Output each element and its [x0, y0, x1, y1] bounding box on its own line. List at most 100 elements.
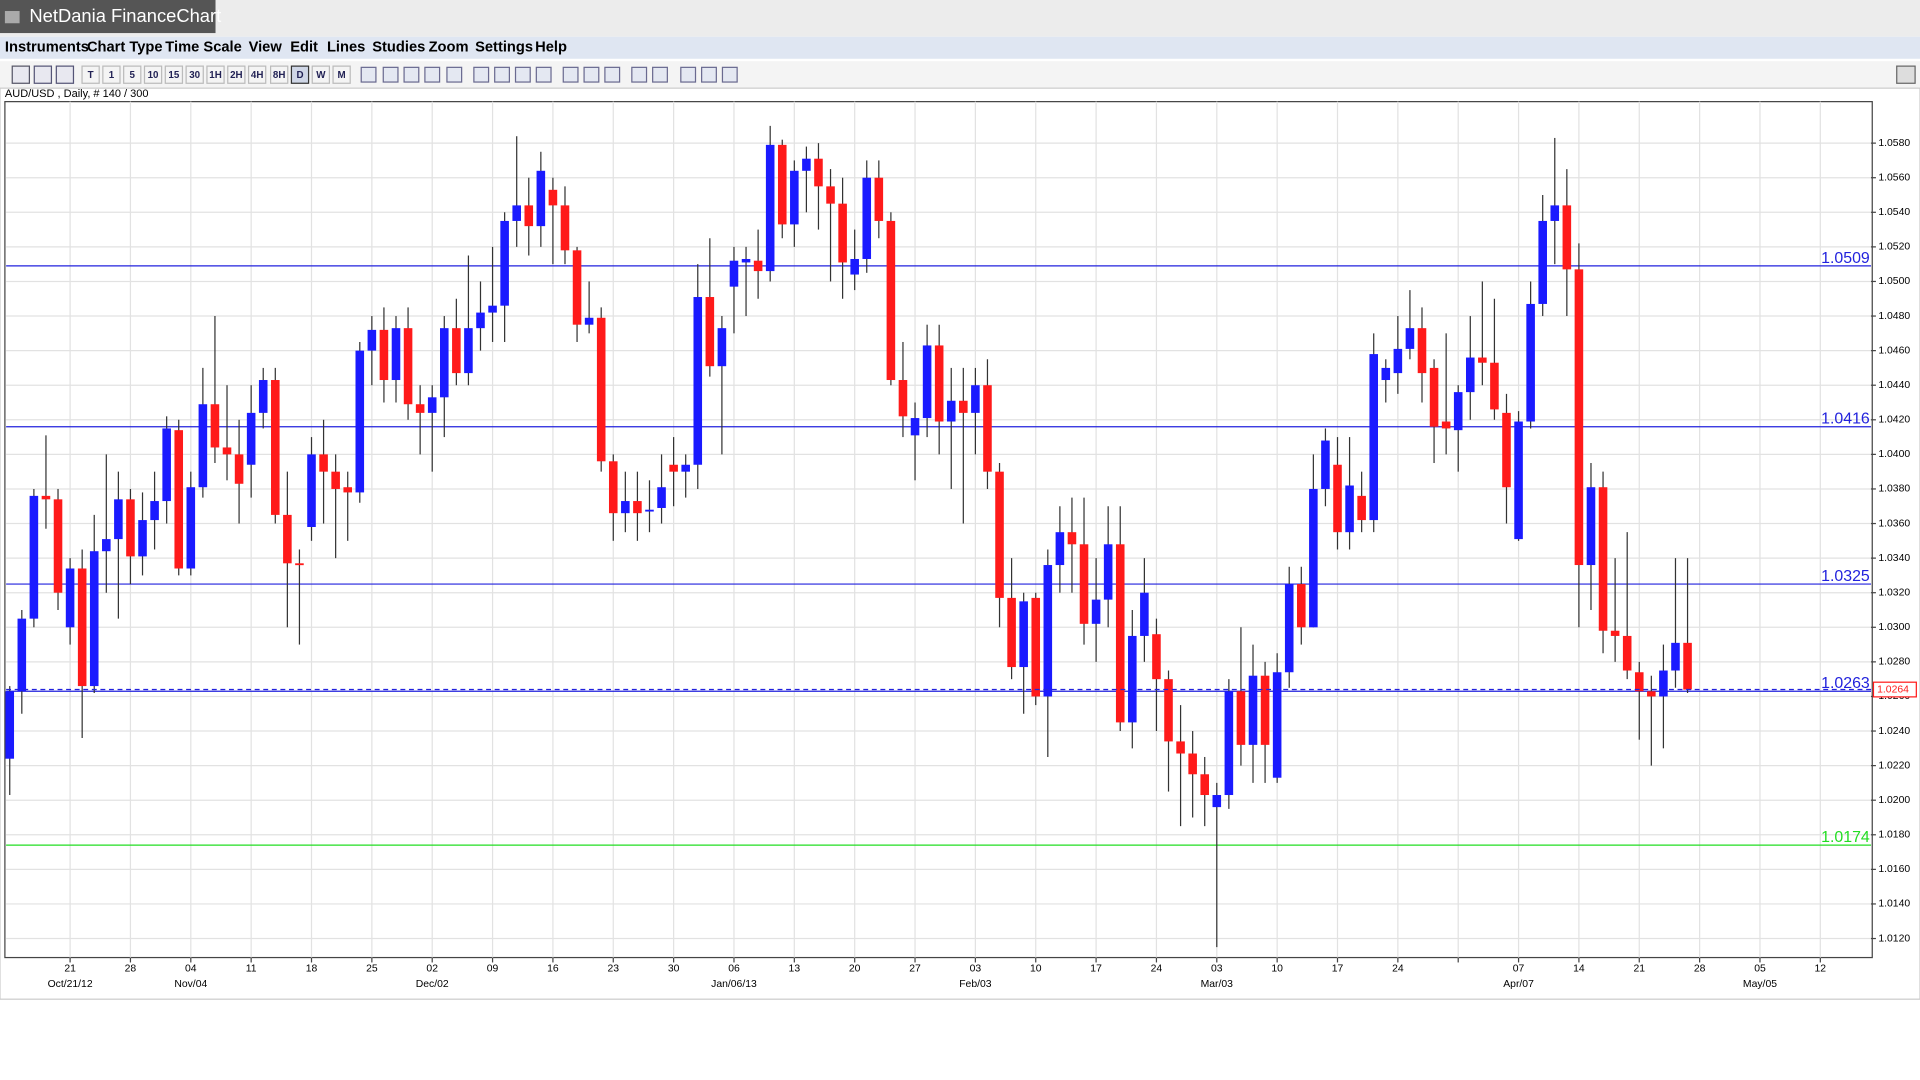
x-major-label: Oct/21/12: [48, 979, 93, 990]
candle-body: [1417, 328, 1427, 374]
tool-icon[interactable]: [701, 66, 717, 83]
menu-item[interactable]: Zoom: [429, 40, 469, 56]
timescale-label[interactable]: 4H: [251, 70, 264, 81]
candle-body: [1357, 495, 1366, 521]
tool-icon[interactable]: [631, 66, 648, 83]
tool-icon[interactable]: [583, 66, 600, 83]
candle-body: [621, 501, 630, 514]
timescale-button[interactable]: [227, 65, 246, 84]
timescale-button[interactable]: [164, 65, 184, 84]
timescale-label[interactable]: 15: [168, 70, 179, 81]
menu-item[interactable]: Help: [535, 40, 567, 56]
candle-body: [41, 495, 51, 500]
timescale-button[interactable]: [123, 65, 142, 84]
timescale-button[interactable]: [81, 65, 100, 84]
menu-item[interactable]: Time Scale: [165, 40, 241, 56]
timescale-button[interactable]: [290, 65, 310, 84]
candle-body: [1260, 675, 1270, 745]
menu-item[interactable]: Studies: [372, 40, 425, 56]
candle-body: [862, 177, 872, 259]
x-tick-label: 18: [306, 963, 318, 974]
candle-body: [1598, 487, 1608, 631]
candle-body: [331, 471, 340, 489]
y-tick-label: 1.0280: [1878, 657, 1910, 668]
candle-body: [355, 350, 365, 493]
timescale-label[interactable]: 2H: [230, 70, 243, 81]
tool-icon[interactable]: [535, 66, 552, 83]
candle-body: [741, 258, 751, 263]
menu-item[interactable]: Edit: [290, 40, 318, 56]
tool-icon[interactable]: [514, 66, 531, 83]
tool-icon[interactable]: [55, 65, 75, 84]
x-tick-label: 17: [1332, 963, 1344, 974]
candle-body: [319, 454, 328, 472]
timescale-button[interactable]: [247, 65, 267, 84]
tool-icon[interactable]: [494, 66, 510, 83]
candle-body: [1453, 392, 1463, 431]
timescale-label[interactable]: 5: [130, 70, 136, 81]
timescale-button[interactable]: [102, 65, 121, 84]
tool-icon[interactable]: [33, 65, 53, 84]
x-tick-label: 28: [1694, 963, 1706, 974]
timescale-label[interactable]: W: [316, 70, 326, 81]
timescale-button[interactable]: [270, 65, 289, 84]
y-tick-label: 1.0420: [1878, 415, 1910, 426]
candle-body: [838, 203, 847, 263]
x-tick-label: 25: [366, 963, 378, 974]
y-tick-label: 1.0200: [1878, 795, 1910, 806]
candle-body: [1128, 635, 1137, 723]
timescale-button[interactable]: [206, 65, 225, 84]
timescale-button[interactable]: [311, 65, 330, 84]
timescale-label[interactable]: T: [88, 70, 94, 81]
candle-body: [765, 144, 775, 272]
tool-icon[interactable]: [604, 66, 621, 83]
candle-body: [1538, 220, 1547, 304]
candle-body: [174, 430, 184, 569]
candle-body: [1019, 601, 1028, 668]
menu-item[interactable]: View: [249, 40, 283, 56]
timescale-label[interactable]: D: [296, 70, 303, 81]
timescale-label[interactable]: 8H: [273, 70, 286, 81]
x-tick-label: 10: [1271, 963, 1283, 974]
candle-body: [53, 499, 63, 593]
tool-icon[interactable]: [473, 66, 490, 83]
timescale-label[interactable]: 1: [109, 70, 115, 81]
tool-icon[interactable]: [360, 66, 377, 83]
tool-icon[interactable]: [680, 66, 697, 83]
timescale-label[interactable]: 10: [148, 70, 159, 81]
candle-body: [524, 205, 534, 227]
tool-icon[interactable]: [403, 66, 420, 83]
timescale-label[interactable]: M: [338, 70, 346, 81]
candle-body: [1671, 642, 1680, 671]
menu-item[interactable]: Settings: [475, 40, 533, 56]
menu-item[interactable]: Chart Type: [87, 40, 163, 56]
menu-item[interactable]: Lines: [327, 40, 365, 56]
timescale-button[interactable]: [185, 65, 204, 84]
candle-body: [1103, 544, 1113, 600]
x-tick-label: 16: [547, 963, 559, 974]
tool-icon[interactable]: [382, 66, 399, 83]
x-tick-label: 28: [125, 963, 137, 974]
candle-body: [814, 158, 823, 187]
candle-body: [1683, 642, 1692, 690]
timescale-button[interactable]: [143, 65, 163, 84]
candle-body: [1490, 362, 1499, 410]
timescale-button[interactable]: [332, 65, 351, 84]
menu-item[interactable]: Instruments: [5, 40, 89, 56]
tool-icon[interactable]: [562, 66, 579, 83]
tool-icon[interactable]: [721, 66, 738, 83]
candle-body: [1622, 635, 1632, 671]
tool-icon[interactable]: [11, 65, 30, 84]
tool-icon[interactable]: [652, 66, 668, 83]
tool-icon[interactable]: [424, 66, 441, 83]
candle-body: [512, 205, 521, 221]
candle-body: [89, 551, 99, 687]
panel-button[interactable]: [1896, 65, 1916, 84]
candle-body: [500, 220, 509, 306]
timescale-label[interactable]: 30: [189, 70, 200, 81]
candle-body: [717, 328, 727, 367]
timescale-label[interactable]: 1H: [209, 70, 222, 81]
tool-icon[interactable]: [446, 66, 463, 83]
